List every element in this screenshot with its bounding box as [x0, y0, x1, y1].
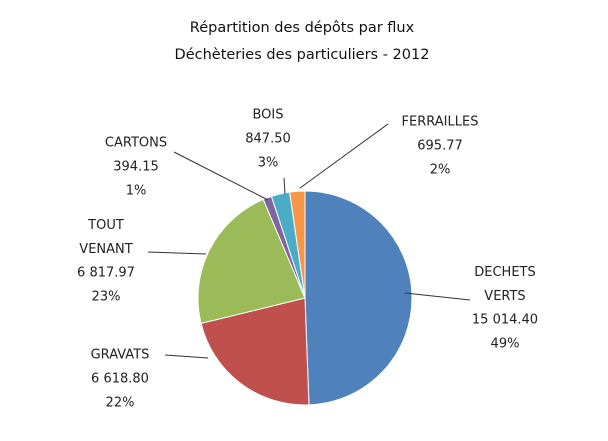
leader-line — [404, 292, 471, 301]
slice-label: DECHETS VERTS — [474, 265, 535, 304]
pie-slice — [289, 190, 306, 299]
leader-line — [147, 251, 207, 255]
percent-label: 22% — [106, 396, 135, 411]
slice-label: TOUT VENANT — [79, 218, 132, 257]
slice-label: BOIS — [252, 108, 283, 123]
value-label: 6 817.97 — [77, 266, 135, 281]
pie-slice — [197, 198, 306, 324]
percent-label: 49% — [491, 337, 520, 352]
slice-label: FERRAILLES — [402, 115, 479, 130]
leader-line — [173, 151, 269, 201]
percent-label: 2% — [430, 163, 451, 178]
chart-title: Répartition des dépôts par flux — [190, 20, 415, 36]
slice-label: CARTONS — [105, 136, 167, 151]
percent-label: 23% — [92, 290, 121, 305]
chart-subtitle: Déchèteries des particuliers - 2012 — [175, 47, 430, 63]
pie-slice — [200, 297, 310, 406]
pie-slice — [304, 190, 413, 406]
value-label: 394.15 — [113, 160, 159, 175]
percent-label: 3% — [258, 156, 279, 171]
value-label: 6 618.80 — [91, 372, 149, 387]
leader-line — [299, 123, 389, 189]
leader-line — [164, 354, 209, 359]
slice-label: GRAVATS — [91, 348, 150, 363]
percent-label: 1% — [126, 184, 147, 199]
leader-line — [283, 177, 286, 195]
value-label: 15 014.40 — [472, 313, 538, 328]
value-label: 695.77 — [417, 139, 463, 154]
value-label: 847.50 — [245, 132, 291, 147]
